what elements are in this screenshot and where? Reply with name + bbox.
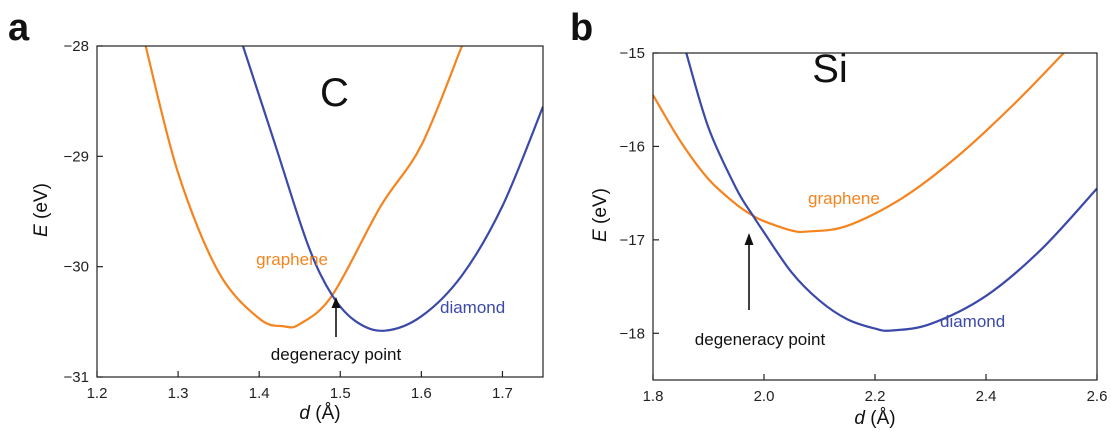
x-tick-label: 1.4 xyxy=(249,385,270,402)
element-label-c: C xyxy=(320,71,349,115)
series-label-diamond-b: diamond xyxy=(940,312,1005,331)
x-tick-label: 2.6 xyxy=(1087,388,1108,405)
degeneracy-arrowhead-b xyxy=(744,233,754,245)
panel-label-a: a xyxy=(8,7,30,49)
series-label-graphene-b: graphene xyxy=(808,189,880,208)
ticks-a: 1.2 1.3 1.4 1.5 1.6 1.7 −28 −29 −30 −31 xyxy=(64,38,513,402)
plot-frame-a xyxy=(96,45,544,378)
series-line-diamond-a xyxy=(241,46,543,332)
series-label-diamond-a: diamond xyxy=(440,298,505,317)
x-tick-label: 1.8 xyxy=(643,388,664,405)
x-tick-label: 1.2 xyxy=(87,385,108,402)
y-tick-label: −30 xyxy=(64,259,89,276)
x-axis-label-b: d (Å) xyxy=(854,408,895,429)
x-tick-label: 2.0 xyxy=(754,388,775,405)
x-tick-label: 1.7 xyxy=(492,385,513,402)
y-tick-label: −29 xyxy=(64,148,89,165)
degeneracy-label-b: degeneracy point xyxy=(695,330,826,349)
series-line-diamond-b xyxy=(685,53,1097,332)
y-axis-label-a: E (eV) xyxy=(31,183,52,237)
x-axis-label-a: d (Å) xyxy=(299,403,340,424)
x-tick-label: 2.4 xyxy=(976,388,997,405)
y-tick-label: −28 xyxy=(64,38,89,55)
y-tick-label: −18 xyxy=(620,325,645,342)
panel-a-carbon: a C E (eV) d (Å) 1.2 1.3 1.4 1.5 1.6 1.7 −28 −2… xyxy=(8,7,544,424)
plot-frame-b xyxy=(652,52,1098,381)
series-line-graphene-b xyxy=(653,53,1065,234)
x-tick-label: 2.2 xyxy=(865,388,886,405)
x-tick-label: 1.3 xyxy=(168,385,189,402)
panel-label-b: b xyxy=(570,7,593,49)
x-tick-label: 1.6 xyxy=(411,385,432,402)
y-axis-label-b: E (eV) xyxy=(590,188,611,242)
x-tick-label: 1.5 xyxy=(330,385,351,402)
y-tick-label: −17 xyxy=(620,232,645,249)
series-label-graphene-a: graphene xyxy=(256,250,328,269)
degeneracy-arrowhead-a xyxy=(331,297,341,308)
element-label-si: Si xyxy=(812,47,848,91)
y-tick-label: −31 xyxy=(64,369,89,386)
panel-b-silicon: b Si E (eV) d (Å) 1.8 2.0 2.2 2.4 2.6 −15 −16 −… xyxy=(570,7,1107,429)
series-line-graphene-a xyxy=(144,46,463,329)
degeneracy-label-a: degeneracy point xyxy=(271,345,402,364)
y-tick-label: −16 xyxy=(620,138,645,155)
ticks-b: 1.8 2.0 2.2 2.4 2.6 −15 −16 −17 −18 xyxy=(620,45,1108,405)
y-tick-label: −15 xyxy=(620,45,645,62)
curves-a xyxy=(144,46,543,332)
curves-b xyxy=(653,53,1097,332)
